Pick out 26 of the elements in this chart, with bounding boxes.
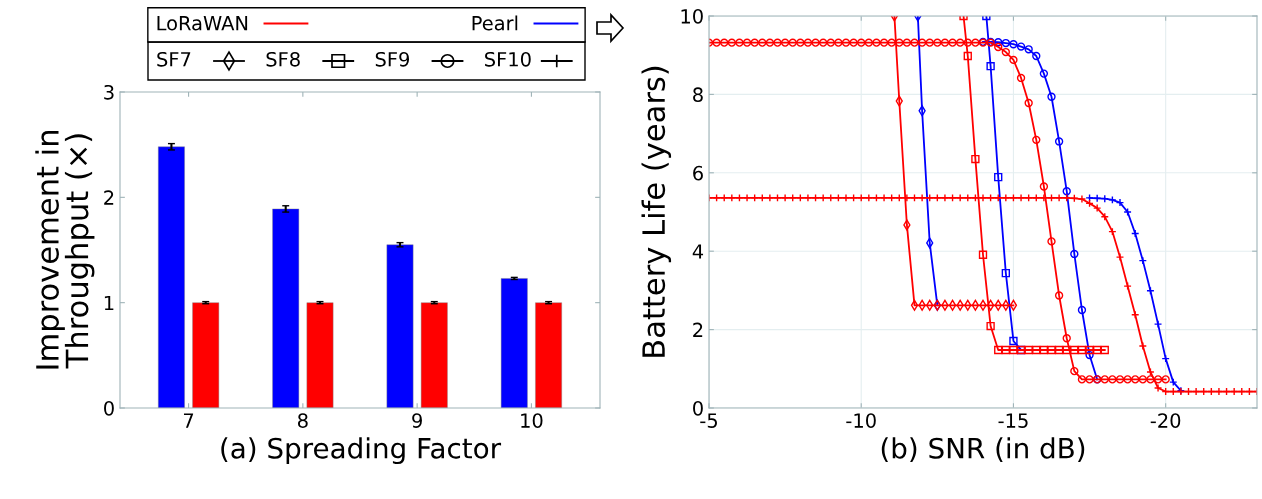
x-tick-label: 10 <box>521 413 543 428</box>
x-tick-label: -15 <box>998 413 1028 428</box>
y-tick-label: 0 <box>104 400 114 416</box>
y-tick-label: 2 <box>693 322 703 337</box>
x-axis-title: (b) SNR (in dB) <box>881 437 1085 463</box>
y-tick-label: 1 <box>104 295 114 311</box>
legend-label: Pearl <box>472 15 518 31</box>
text: SF10 <box>485 51 531 67</box>
legend-label: LoRaWAN <box>157 16 248 31</box>
y-tick-label: 8 <box>693 87 703 103</box>
text: SF7 <box>157 51 191 67</box>
y-tick-label: 2 <box>104 190 114 205</box>
x-tick-label: 7 <box>183 413 194 428</box>
y-tick-label: 10 <box>681 8 703 24</box>
x-tick-label: -20 <box>1150 413 1181 428</box>
y-tick-label: 4 <box>692 244 704 259</box>
y-tick-label: 6 <box>693 165 703 181</box>
y-axis-title: Improvement in Throughput (×) <box>35 131 95 369</box>
y-tick-label: 3 <box>104 84 114 100</box>
text: SF8 <box>266 51 300 67</box>
y-axis-title: Battery Life (years) <box>641 66 672 357</box>
x-tick-label: 8 <box>297 413 308 428</box>
x-axis-title: (a) Spreading Factor <box>221 437 502 465</box>
text: SF9 <box>375 51 410 67</box>
x-tick-label: -10 <box>846 413 876 428</box>
x-tick-label: 9 <box>412 413 422 428</box>
